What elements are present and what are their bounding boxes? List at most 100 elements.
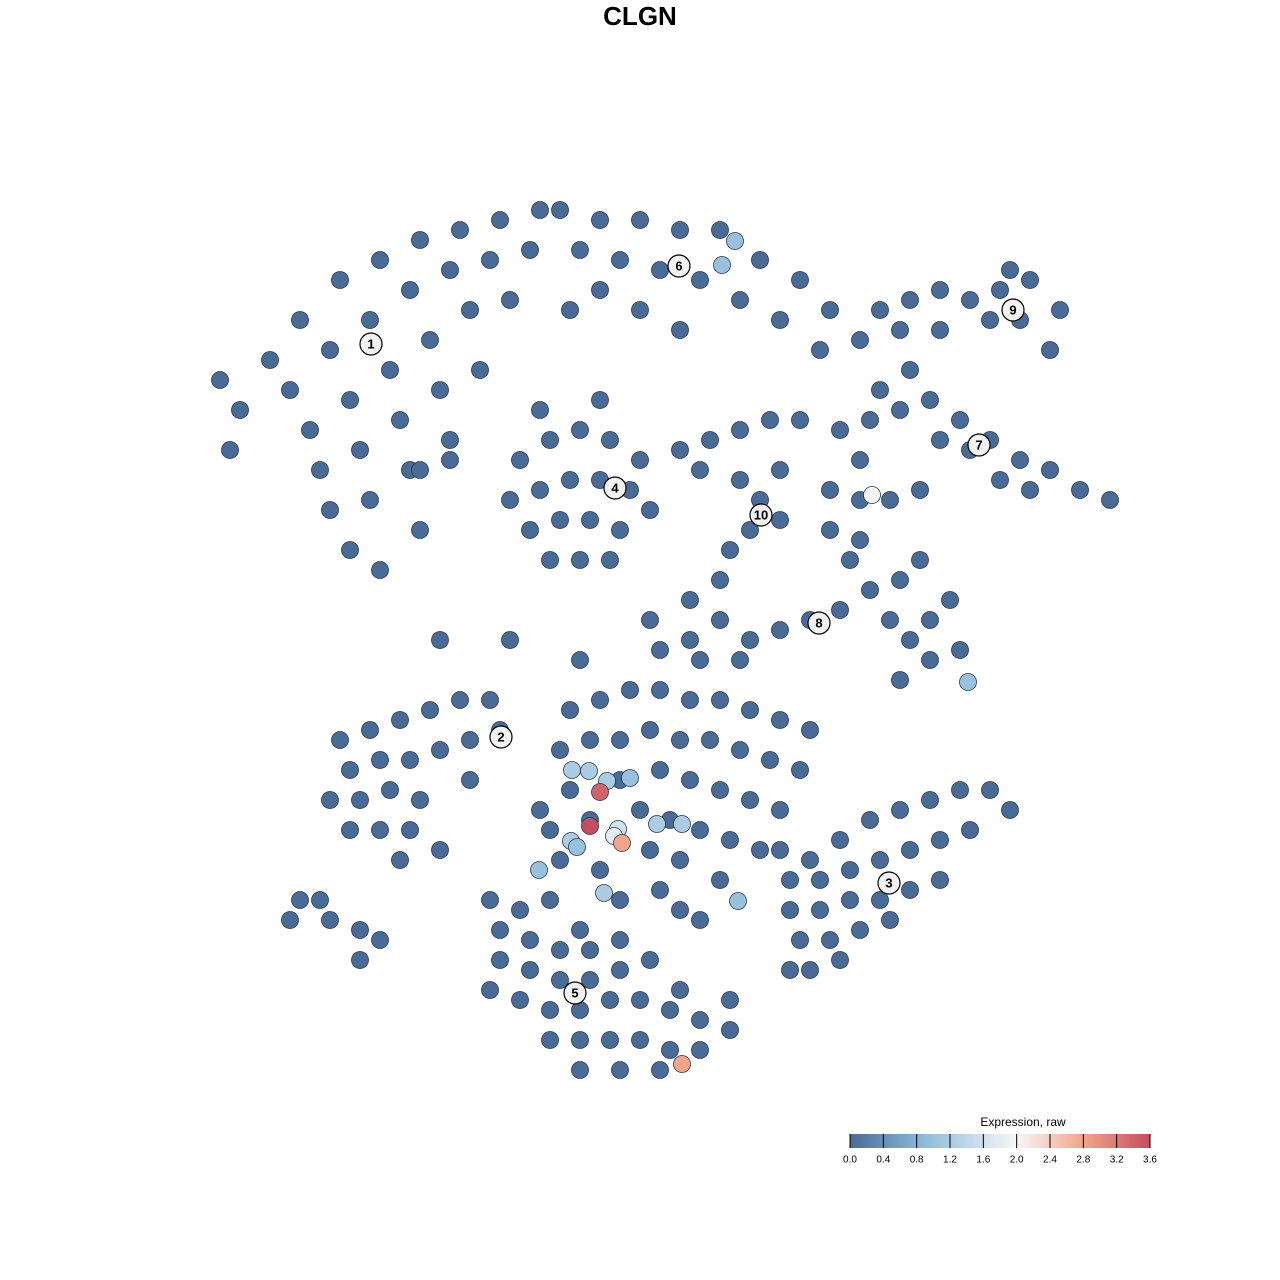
colorbar-tick-label: 0.8 [910,1155,924,1166]
colorbar-segment [880,1134,883,1148]
cell-point [648,815,666,833]
cell-point [871,891,889,909]
cell-point [341,391,359,409]
cell-point [580,762,598,780]
cell-point [871,851,889,869]
cell-point [631,1031,649,1049]
cell-point [471,361,489,379]
cell-point [831,601,849,619]
cell-point [771,621,789,639]
cell-point [311,461,329,479]
colorbar-segment [1145,1134,1148,1148]
cell-point [651,1061,669,1079]
cell-point [711,691,729,709]
cell-point [361,311,379,329]
cell-point [261,351,279,369]
colorbar-segment [965,1134,968,1148]
cell-point [531,481,549,499]
cell-point [711,781,729,799]
cell-point [431,631,449,649]
cell-point [721,831,739,849]
colorbar-segment [1082,1134,1086,1148]
cell-point [411,231,429,249]
cell-point [831,831,849,849]
cell-point [541,431,559,449]
colorbar-segment [935,1134,938,1148]
cell-point [341,821,359,839]
cell-point [1001,801,1019,819]
colorbar-segment [955,1134,958,1148]
cell-point [811,341,829,359]
cell-point [861,581,879,599]
cell-point [381,781,399,799]
cell-point [563,761,581,779]
cell-point [221,441,239,459]
cell-point [671,441,689,459]
cell-point [651,641,669,659]
colorbar-segment [920,1134,923,1148]
cell-point [951,641,969,659]
cell-point [771,461,789,479]
colorbar-segment [882,1134,886,1148]
cell-point [671,981,689,999]
cell-point [441,261,459,279]
cell-point [411,521,429,539]
cell-point [561,301,579,319]
cell-point [959,673,977,691]
cell-point [501,631,519,649]
colorbar-segment [1097,1134,1101,1148]
colorbar-segment [900,1134,903,1148]
cell-point [561,471,579,489]
cell-point [421,331,439,349]
cluster-label: 2 [497,729,504,744]
colorbar-segment [865,1134,868,1148]
cell-point [211,371,229,389]
cell-point [1001,261,1019,279]
cell-point [641,611,659,629]
cell-point [931,871,949,889]
cell-point [851,531,869,549]
cell-point [781,961,799,979]
cell-point [921,391,939,409]
colorbar-segment [1007,1134,1011,1148]
colorbar-segment [875,1134,878,1148]
cell-point [401,821,419,839]
cell-point [571,1061,589,1079]
cell-point [421,701,439,719]
cell-point [568,838,586,856]
cell-point [461,301,479,319]
colorbar-segment [980,1134,983,1148]
cell-point [551,941,569,959]
cell-point [991,471,1009,489]
colorbar-segment [942,1134,946,1148]
cell-point [581,941,599,959]
colorbar-tick-label: 2.0 [1010,1155,1024,1166]
cell-point [941,591,959,609]
cell-point [1051,301,1069,319]
cell-point [411,461,429,479]
cell-point [431,381,449,399]
cell-point [951,781,969,799]
cell-point [791,411,809,429]
cell-point [891,671,909,689]
cell-point [511,451,529,469]
cell-point [351,921,369,939]
cell-point [881,611,899,629]
cell-point [601,431,619,449]
cell-point [331,731,349,749]
cell-point [631,451,649,469]
colorbar-segment [860,1134,863,1148]
chart-title: CLGN [603,1,677,31]
cell-point [530,861,548,879]
cell-point [691,911,709,929]
colorbar-tick-label: 2.4 [1043,1155,1057,1166]
colorbar-tick-label: 2.8 [1076,1155,1090,1166]
colorbar-segment [895,1134,898,1148]
cell-point [771,801,789,819]
colorbar-tick-label: 1.2 [943,1155,957,1166]
colorbar-segment [897,1134,901,1148]
colorbar-segment [1110,1134,1113,1148]
cell-point [531,401,549,419]
cell-point [761,751,779,769]
cell-point [931,321,949,339]
